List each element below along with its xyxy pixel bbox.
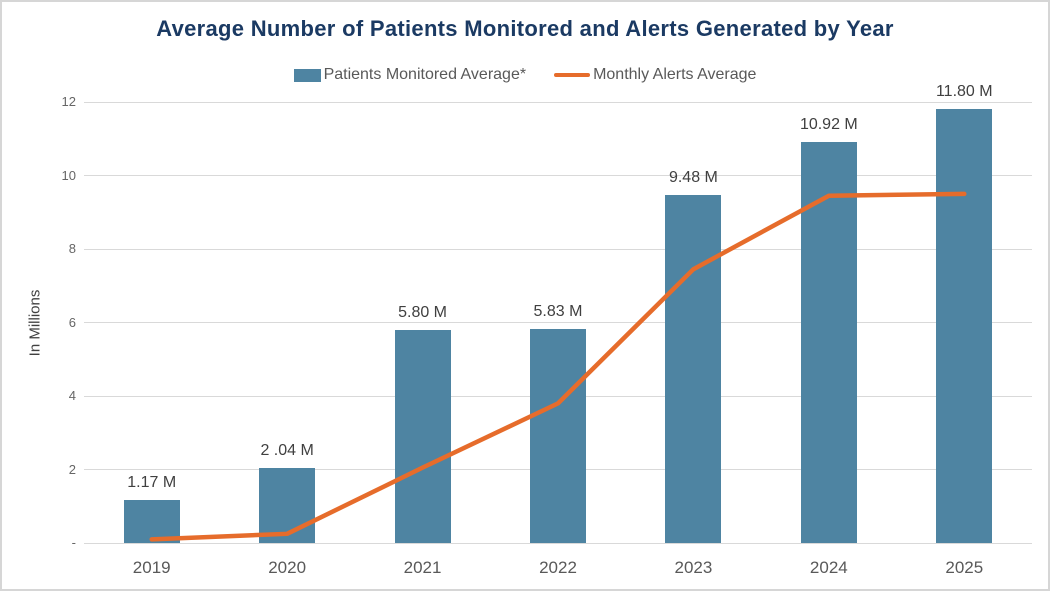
bar-data-label-2021: 5.80 M [398,303,448,321]
gridline-8 [84,248,1032,250]
bar-data-label-2019: 1.17 M [127,474,177,491]
y-tick-label-6: 6 [68,314,76,330]
bar-data-label-2023: 9.48 M [668,168,718,186]
gridline-10 [84,175,1032,176]
bar-data-label-2022: 5.83 M [533,302,583,320]
bar-data-label-2025: 11.80 M [935,83,993,101]
y-tick-label-10: 10 [61,167,76,183]
bar-2019 [123,500,180,543]
chart-title: Average Number of Patients Monitored and… [156,16,894,41]
x-tick-label-2019: 2019 [132,558,171,577]
x-tick-label-2021: 2021 [403,558,442,577]
gridline-0 [84,542,1032,544]
gridline-12 [84,101,1032,103]
line-swatch-icon [554,72,591,78]
gridline-6 [84,322,1032,323]
x-tick-label-2023: 2023 [674,558,713,577]
x-tick-label-2025: 2025 [945,558,984,577]
bar-2025 [936,109,993,543]
x-tick-label-2024: 2024 [809,558,848,577]
legend-item-patients-monitored: Patients Monitored Average* [293,66,527,84]
bar-2023 [665,194,722,543]
y-tick-label-2: 2 [68,461,76,477]
y-tick-label-8: 8 [68,241,76,256]
y-tick-label-0: - [71,535,76,550]
legend: Patients Monitored Average* Monthly Aler… [2,66,1048,84]
bar-2022 [530,328,586,543]
bar-2020 [259,468,316,543]
bar-2021 [394,329,451,543]
y-tick-label-4: 4 [68,388,76,403]
bar-data-label-2024: 10.92 M [799,115,858,133]
legend-label-patients-monitored: Patients Monitored Average* [323,66,527,83]
bar-data-label-2020: 2 .04 M [260,442,314,460]
bar-2024 [800,141,857,543]
legend-item-monthly-alerts: Monthly Alerts Average [554,66,756,84]
x-tick-label-2020: 2020 [268,558,307,577]
bar-swatch-icon [293,68,321,82]
legend-label-monthly-alerts: Monthly Alerts Average [593,66,757,83]
x-tick-label-2022: 2022 [539,558,577,577]
y-tick-label-12: 12 [61,94,76,109]
